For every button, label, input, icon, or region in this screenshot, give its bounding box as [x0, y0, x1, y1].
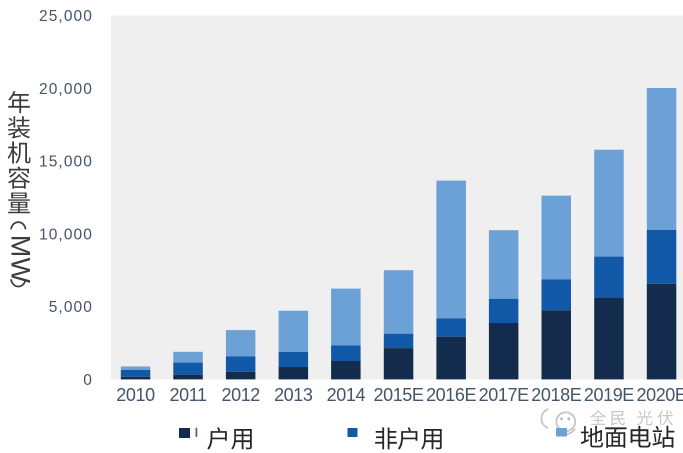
svg-text:2011: 2011 [170, 385, 207, 405]
svg-text:2017E: 2017E [479, 385, 529, 405]
svg-text:25,000: 25,000 [39, 8, 93, 25]
svg-text:MW: MW [5, 235, 35, 284]
svg-text:15,000: 15,000 [39, 154, 93, 171]
svg-text:0: 0 [83, 372, 93, 389]
svg-text:20,000: 20,000 [39, 81, 93, 98]
svg-text:2013: 2013 [274, 385, 313, 405]
svg-text:2014: 2014 [327, 385, 366, 405]
svg-text:2012: 2012 [221, 385, 260, 405]
svg-text:2019E: 2019E [584, 385, 634, 405]
svg-text:2015E: 2015E [373, 385, 423, 405]
svg-text:2018E: 2018E [531, 385, 581, 405]
svg-text:2016E: 2016E [426, 385, 476, 405]
svg-text:10,000: 10,000 [39, 226, 93, 243]
svg-text:2010: 2010 [116, 385, 155, 405]
svg-text:5,000: 5,000 [49, 299, 93, 316]
svg-text:2020E: 2020E [636, 385, 683, 405]
